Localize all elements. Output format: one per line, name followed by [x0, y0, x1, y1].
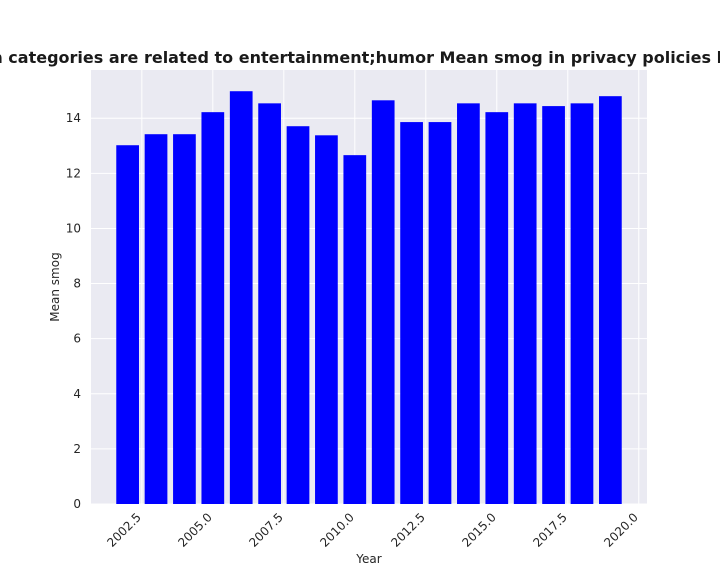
x-tick-label: 2010.0	[317, 510, 357, 550]
x-tick-label: 2017.5	[530, 510, 570, 550]
x-tick-label: 2005.0	[175, 510, 215, 550]
chart-title: when categories are related to entertain…	[0, 48, 720, 67]
y-tick-label: 6	[73, 332, 81, 346]
bar	[315, 135, 338, 504]
x-tick-label: 2002.5	[104, 510, 144, 550]
y-tick-label: 14	[66, 111, 81, 125]
bar	[116, 145, 139, 504]
y-tick-label: 0	[73, 497, 81, 511]
bar	[485, 112, 509, 504]
x-tick-label: 2007.5	[246, 510, 286, 550]
bar	[286, 126, 310, 505]
bar	[201, 112, 225, 504]
y-tick-label: 4	[73, 387, 81, 401]
bar	[513, 103, 537, 504]
x-tick-label: 2012.5	[388, 510, 428, 550]
y-tick-label: 12	[66, 166, 81, 180]
bar	[428, 122, 452, 504]
x-tick-label: 2020.0	[601, 510, 641, 550]
bar	[173, 134, 196, 504]
bar	[343, 155, 367, 504]
x-axis-label: Year	[355, 552, 381, 566]
y-tick-label: 8	[73, 277, 81, 291]
x-tick-label: 2015.0	[459, 510, 499, 550]
y-axis-label: Mean smog	[48, 252, 62, 321]
y-tick-label: 2	[73, 442, 81, 456]
y-tick-label: 10	[66, 221, 81, 235]
bar	[599, 96, 622, 504]
bar	[542, 106, 565, 504]
bar	[570, 103, 594, 504]
bar	[400, 122, 423, 504]
bar	[258, 103, 281, 504]
bar	[229, 91, 253, 505]
bar	[371, 100, 395, 505]
bar	[144, 134, 168, 504]
bar	[457, 103, 480, 504]
